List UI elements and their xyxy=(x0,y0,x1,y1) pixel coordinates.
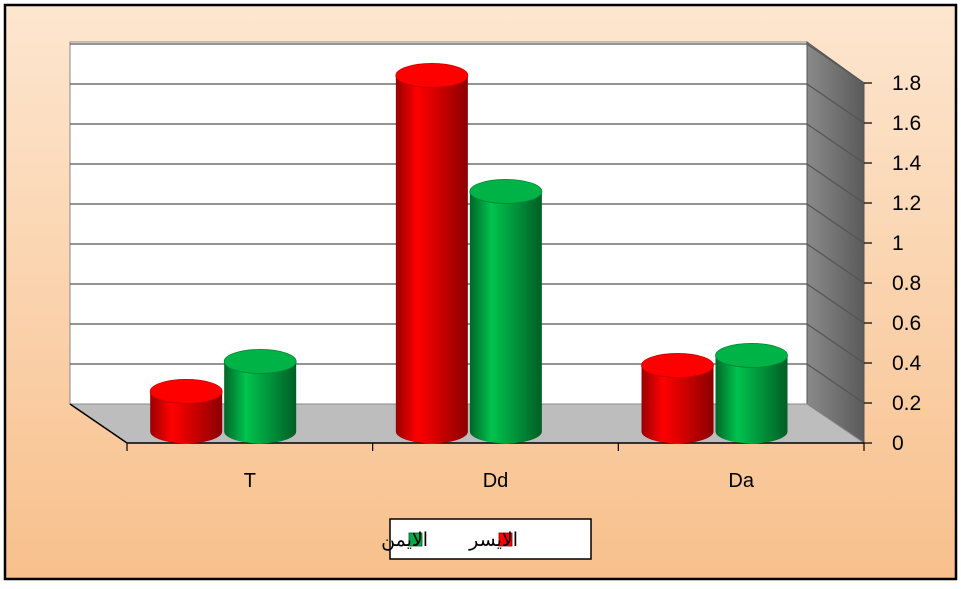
bar-T-0 xyxy=(149,379,223,444)
gridline xyxy=(70,283,865,324)
bar-top xyxy=(223,349,297,374)
y-tick-label: 1.2 xyxy=(892,192,921,215)
legend-swatch-right xyxy=(408,532,423,547)
gridline xyxy=(70,123,865,164)
x-tick-label: Da xyxy=(728,470,754,492)
bar-body xyxy=(224,361,297,444)
legend-label-right: الايمن xyxy=(381,530,428,551)
y-tick-label: 0.8 xyxy=(892,272,921,295)
floor-edge xyxy=(69,403,128,444)
bar-Da-0 xyxy=(641,353,714,444)
legend: الايسر الايمن xyxy=(381,518,592,560)
x-tick-label: Dd xyxy=(483,470,509,492)
y-tick-label: 0 xyxy=(892,432,904,455)
legend-swatch-left xyxy=(498,532,513,547)
bar-top xyxy=(641,353,714,378)
y-tick-label: 1.4 xyxy=(892,152,922,175)
gridline xyxy=(70,363,865,404)
bar-T-1 xyxy=(223,349,297,444)
bar-Dd-1 xyxy=(469,179,543,444)
bar-Da-1 xyxy=(715,343,788,444)
x-tick-label: T xyxy=(244,470,256,492)
gridline xyxy=(70,83,865,124)
bar-body xyxy=(395,75,468,444)
y-tick-label: 1.6 xyxy=(892,112,921,135)
y-tick-label: 1 xyxy=(892,232,904,255)
bar-body xyxy=(150,391,223,444)
bar-Dd-0 xyxy=(395,63,469,444)
gridline xyxy=(70,243,865,284)
bar-top xyxy=(149,379,223,404)
gridline xyxy=(70,203,865,244)
bar-body xyxy=(469,191,542,444)
gridline xyxy=(70,163,865,204)
y-tick-label: 0.4 xyxy=(892,352,922,375)
legend-label-left: الايسر xyxy=(468,530,518,551)
y-tick-label: 0.2 xyxy=(892,392,921,415)
bar-top xyxy=(395,63,469,88)
bar-body xyxy=(715,355,788,444)
bar-body xyxy=(641,365,714,444)
y-tick-label: 0.6 xyxy=(892,312,921,335)
bar-top xyxy=(469,179,543,204)
gridline xyxy=(70,323,865,364)
legend-box xyxy=(389,518,592,560)
gridline xyxy=(70,43,865,84)
y-tick-label: 1.8 xyxy=(892,72,921,95)
bar-top xyxy=(715,343,788,368)
